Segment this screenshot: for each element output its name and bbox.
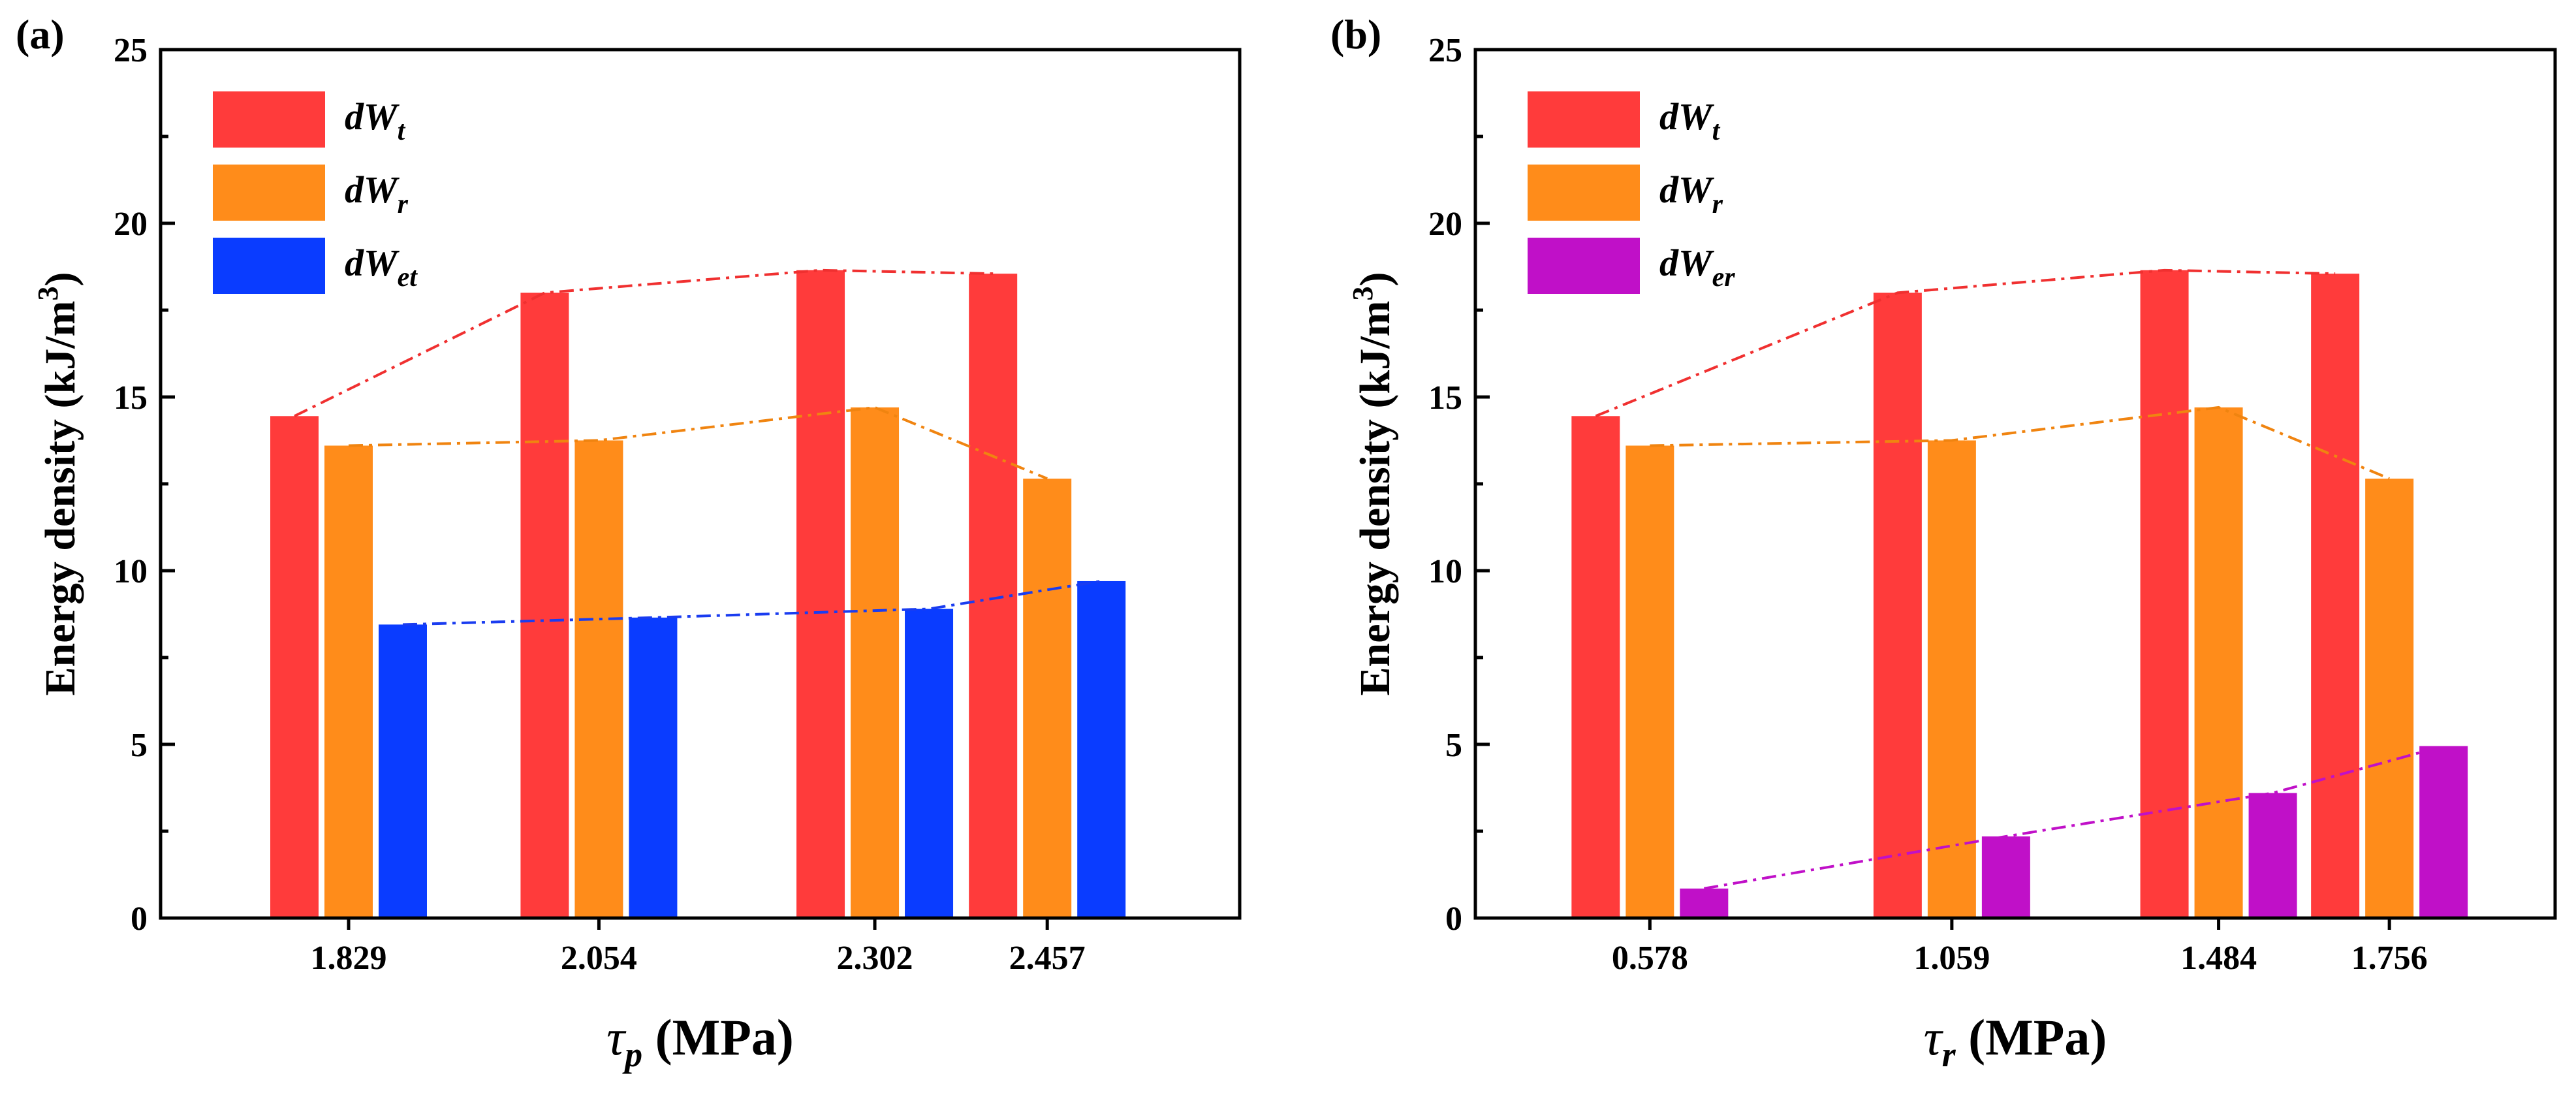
bar-dWt-2.302 [796,270,845,918]
trend-line-dWr [1650,405,2390,480]
legend-swatch-dWt [213,91,325,148]
y-tick-label: 25 [1428,32,1462,69]
y-tick-label: 15 [114,379,148,417]
legend-label-dWr: dWr [1659,168,1723,219]
bar-dWt-2.457 [969,274,1018,918]
legend-swatch-dWet [213,238,325,294]
x-tick-label: 1.756 [2351,940,2428,977]
y-tick-label: 5 [131,727,148,764]
y-axis-title-superscript: 3 [32,286,64,300]
x-axis-title: τp (MPa) [606,1009,794,1074]
x-tick-label: 1.484 [2180,940,2257,977]
x-axis-title-subscript: p [622,1035,642,1074]
legend-label-dWt: dWt [1659,95,1721,146]
x-axis-title-units: (MPa) [642,1009,794,1066]
trend-line-dWer [1703,744,2444,890]
legend-label-base: dW [345,168,400,211]
y-tick-label: 10 [114,553,148,590]
x-tick-label: 2.302 [837,940,913,977]
bar-dWer-1.059 [1981,836,2030,918]
bar-dWr-1.059 [1927,440,1976,918]
y-axis-title: Energy density (kJ/m3) [32,272,84,695]
trend-line-dWet [402,579,1102,626]
x-axis-title: τr (MPa) [1924,1009,2107,1074]
x-axis-title-subscript: r [1942,1035,1956,1074]
legend-label-subscript: t [1712,116,1721,146]
trend-line-dWr [348,405,1048,480]
bar-dWt-1.484 [2140,270,2189,918]
legend-label-subscript: t [398,116,406,146]
bar-dWet-2.054 [629,617,678,918]
legend-label-dWer: dWer [1659,242,1735,293]
y-tick-label: 25 [114,32,148,69]
panel-b: 0 5 10 15 20 25 0.578 1.059 1.484 1.756 (b) Energy … [1330,11,2557,1074]
y-axis-title-tail: ) [37,272,84,286]
bar-dWr-1.756 [2365,479,2414,918]
y-tick-label: 15 [1428,379,1462,417]
x-tick-label: 2.054 [561,940,637,977]
bar-dWt-0.578 [1571,416,1620,918]
bar-dWr-2.457 [1023,479,1072,918]
legend-label-base: dW [345,242,400,284]
legend-swatch-dWr [1528,165,1640,221]
y-axis-title-main: Energy density (kJ/m [1351,300,1399,695]
y-axis-title: Energy density (kJ/m3) [1347,272,1399,695]
bar-dWer-1.484 [2248,793,2297,918]
legend-label-dWt: dWt [345,95,406,146]
bar-dWr-1.829 [324,445,373,918]
bar-dWt-1.756 [2311,274,2360,918]
panel-a: 0 5 10 15 20 25 1.829 2.054 2.302 2.457 (a) Energy … [16,11,1242,1074]
x-axis-title-symbol: τ [1924,1009,1944,1066]
y-tick-label: 5 [1445,727,1462,764]
bar-dWt-1.059 [1873,293,1922,918]
legend-label-base: dW [1659,95,1714,138]
bar-dWr-1.484 [2194,407,2243,918]
y-tick-label: 0 [1445,900,1462,938]
legend-swatch-dWer [1528,238,1640,294]
bar-dWet-2.457 [1077,580,1126,918]
legend-label-subscript: r [1712,189,1723,219]
x-axis-title-symbol: τ [606,1009,627,1066]
y-tick-label: 0 [131,900,148,938]
y-axis-title-main: Energy density (kJ/m [37,300,84,695]
x-tick-label: 2.457 [1009,940,1086,977]
legend-label-base: dW [345,95,400,138]
y-tick-label: 20 [1428,206,1462,243]
legend-swatch-dWt [1528,91,1640,148]
bar-dWet-1.829 [378,624,427,918]
trend-line-dWt [1595,268,2336,418]
bar-dWt-2.054 [520,293,569,918]
y-axis-title-superscript: 3 [1347,286,1379,300]
legend-label-subscript: r [398,189,409,219]
x-tick-label: 0.578 [1612,940,1688,977]
legend-label-dWet: dWet [345,242,418,293]
bar-dWt-1.829 [270,416,319,918]
legend-label-base: dW [1659,168,1714,211]
bar-dWer-1.756 [2419,746,2468,918]
legend-label-subscript: et [398,262,418,293]
trend-line-dWt [294,268,994,418]
legend-swatch-dWr [213,165,325,221]
x-axis-title-units: (MPa) [1956,1009,2107,1066]
bar-dWet-2.302 [905,609,954,918]
bar-dWr-2.054 [574,440,623,918]
legend-label-dWr: dWr [345,168,409,219]
y-tick-label: 10 [1428,553,1462,590]
panel-label: (b) [1330,11,1381,57]
bar-dWr-0.578 [1626,445,1674,918]
y-tick-label: 20 [114,206,148,243]
panel-label: (a) [16,11,65,57]
x-tick-label: 1.829 [310,940,386,977]
legend-label-subscript: er [1712,262,1736,293]
bar-dWer-0.578 [1680,888,1729,918]
bar-dWr-2.302 [851,407,900,918]
y-axis-title-tail: ) [1351,272,1399,286]
legend-label-base: dW [1659,242,1714,284]
x-tick-label: 1.059 [1913,940,1990,977]
